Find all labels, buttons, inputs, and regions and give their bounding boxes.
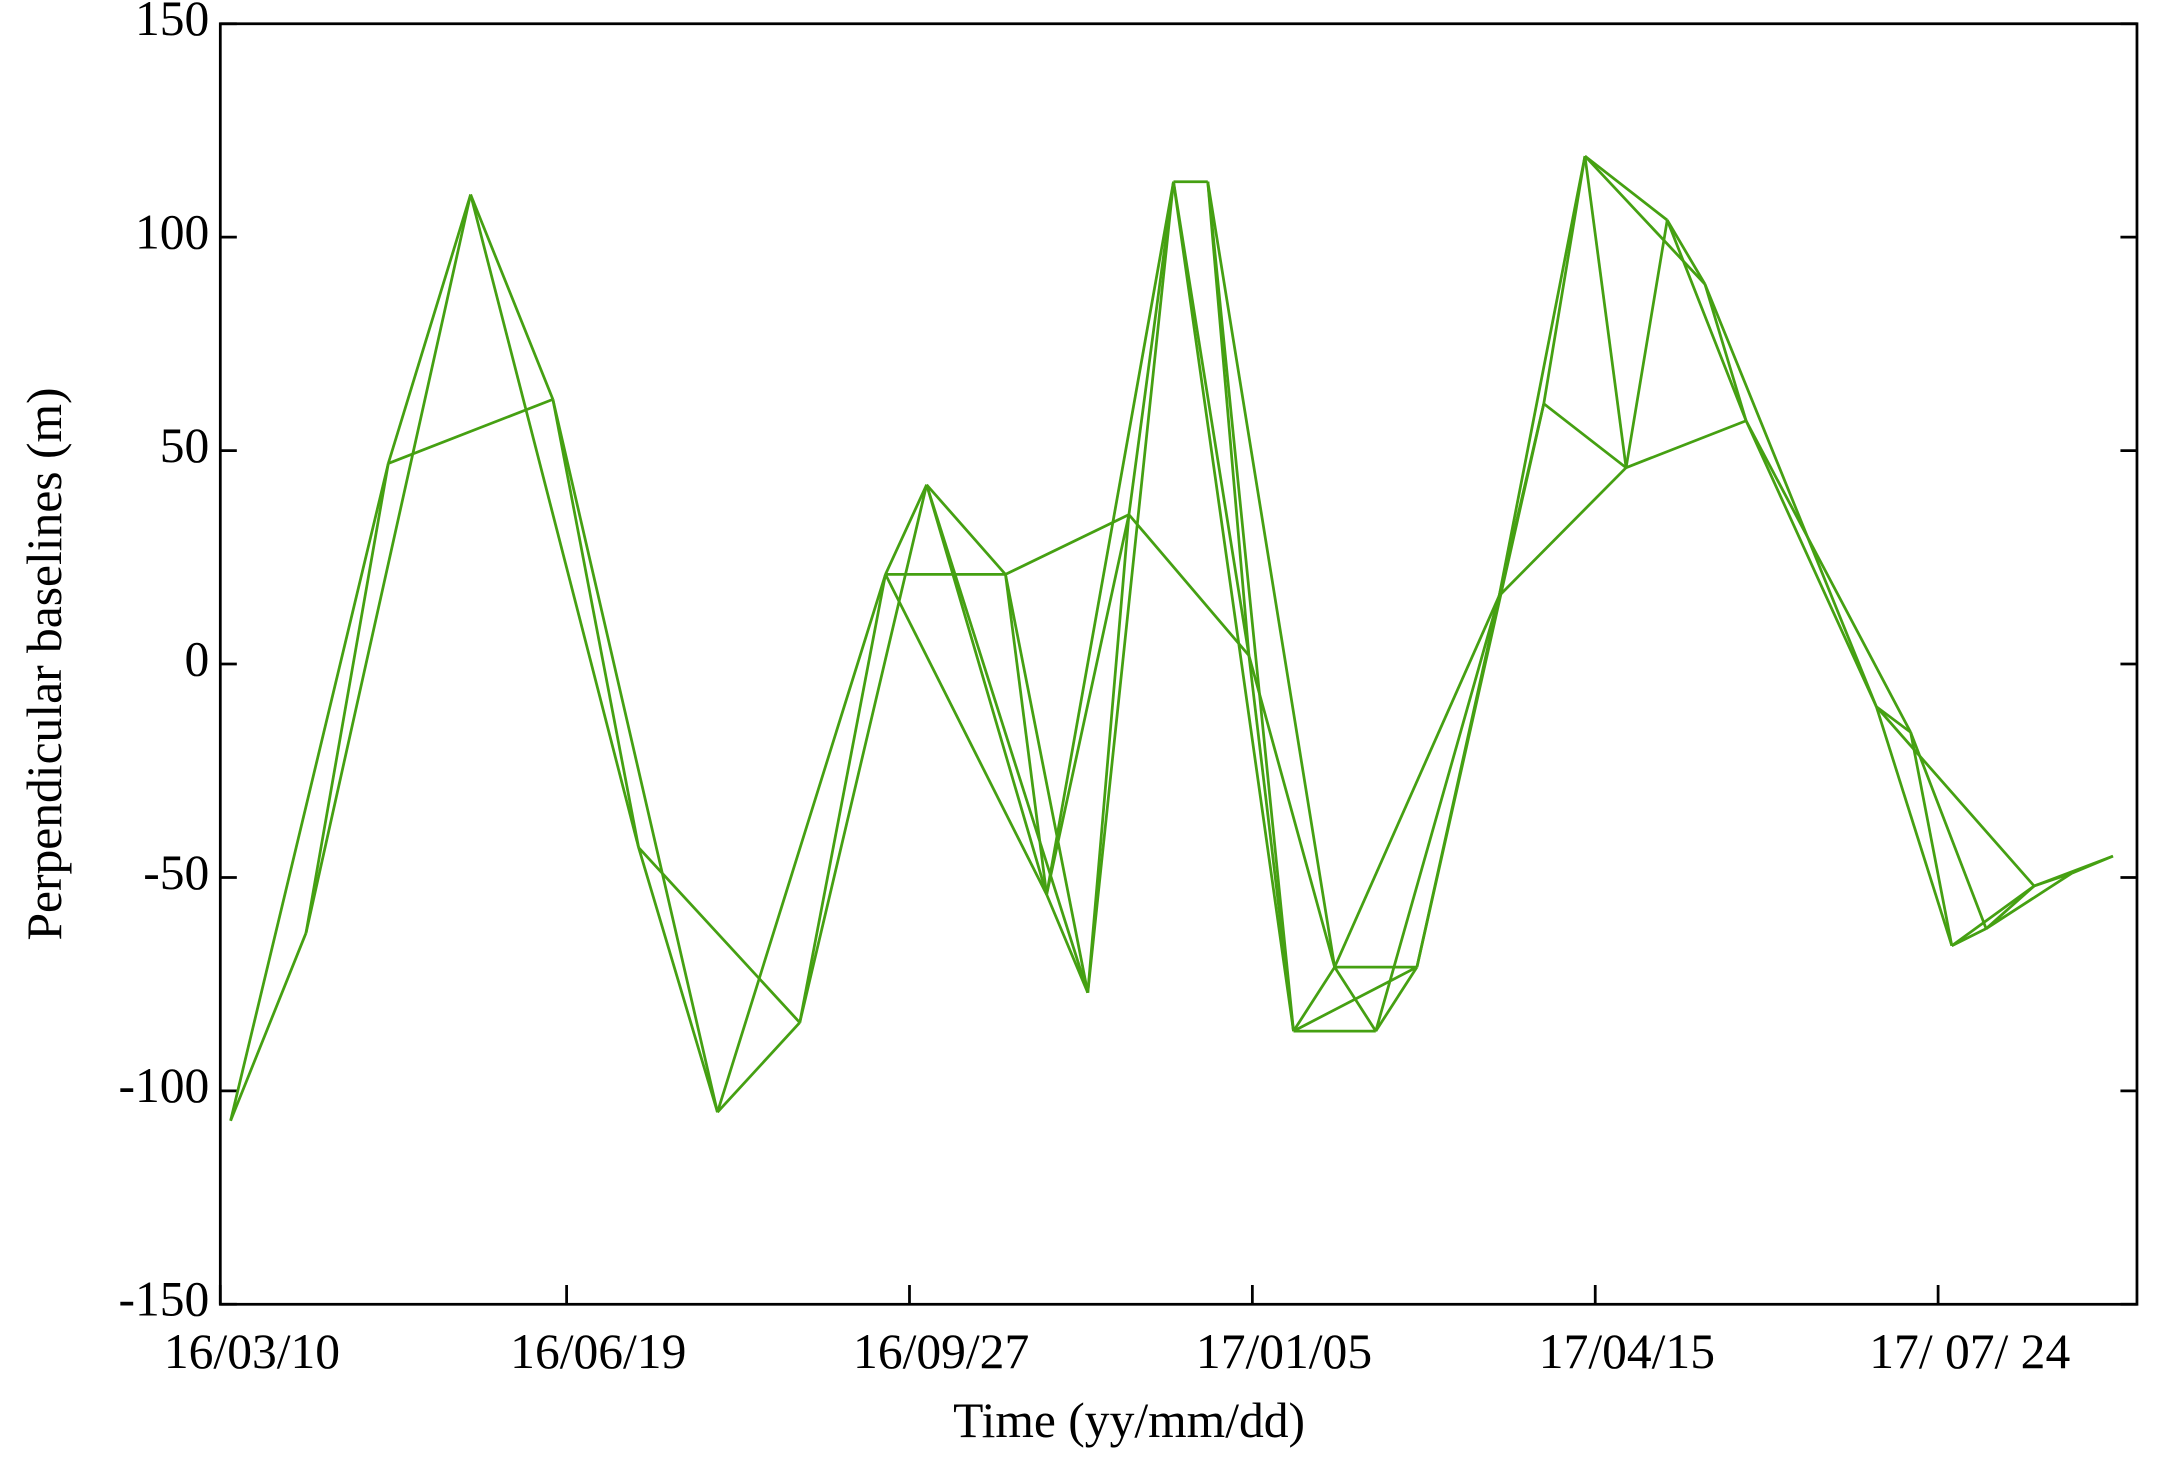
y-tick-label: 50 xyxy=(160,418,210,473)
baseline-pair xyxy=(1127,181,1175,515)
baseline-pair xyxy=(1247,655,1336,968)
baseline-pair xyxy=(1703,283,1878,708)
baseline-pair xyxy=(1584,154,1669,222)
baseline-pair xyxy=(1374,595,1501,1032)
baseline-pair xyxy=(798,574,887,1023)
baseline-pair xyxy=(716,573,887,1113)
baseline-pair xyxy=(1292,966,1336,1032)
baseline-pair xyxy=(386,194,472,464)
baseline-pair xyxy=(1045,514,1131,895)
baseline-pair xyxy=(1909,732,1954,947)
baseline-pair xyxy=(1086,181,1175,993)
baseline-pair xyxy=(1045,893,1090,994)
baseline-pair xyxy=(1004,574,1048,895)
baseline-pair xyxy=(1583,155,1706,286)
baseline-pair xyxy=(1086,514,1131,993)
baseline-pair xyxy=(925,484,1090,994)
baseline-pair xyxy=(1875,705,1912,734)
baseline-pair xyxy=(1542,402,1627,469)
baseline-pair xyxy=(716,1021,801,1114)
baseline-pair xyxy=(1665,219,1748,422)
baseline-pair xyxy=(1703,283,1748,422)
y-tick-label: 100 xyxy=(135,205,209,260)
x-tick-label: 17/01/05 xyxy=(1196,1324,1372,1379)
baseline-pair xyxy=(1875,705,2036,887)
baseline-pair xyxy=(2071,854,2114,875)
baseline-pair xyxy=(304,194,472,934)
baseline-pair xyxy=(884,484,928,575)
baseline-pair xyxy=(1374,966,1419,1032)
baseline-pair xyxy=(925,484,1048,895)
x-tick-label: 17/04/15 xyxy=(1539,1324,1715,1379)
baseline-pair xyxy=(1625,419,1747,469)
x-tick-label: 17/ 07/ 24 xyxy=(1869,1324,2070,1379)
y-tick-label: -150 xyxy=(118,1272,209,1327)
baseline-pair xyxy=(1206,181,1337,968)
baseline-pair xyxy=(1004,513,1130,576)
baseline-pair xyxy=(1333,966,1377,1032)
baseline-pair xyxy=(551,399,640,848)
baseline-pair xyxy=(925,483,1007,576)
baseline-pair xyxy=(551,399,719,1113)
baseline-pair xyxy=(229,932,308,1122)
baseline-pair xyxy=(1875,706,1954,947)
baseline-pair xyxy=(1497,155,1587,596)
baseline-pair xyxy=(637,846,801,1024)
baseline-pair xyxy=(1127,513,1250,657)
y-tick-label: 0 xyxy=(185,631,210,686)
baseline-pair xyxy=(1045,181,1175,895)
y-tick-label: 150 xyxy=(135,0,209,46)
y-axis-label: Perpendicular baselines (m) xyxy=(17,387,72,940)
x-axis-label: Time (yy/mm/dd) xyxy=(953,1393,1305,1448)
baseline-pair xyxy=(1744,420,1878,708)
x-tick-label: 16/03/10 xyxy=(164,1324,340,1379)
baseline-pair xyxy=(1909,731,1988,930)
baseline-pair xyxy=(229,463,390,1122)
baseline-pair xyxy=(798,484,928,1023)
baseline-pair xyxy=(1744,420,1912,733)
x-tick-label: 16/06/19 xyxy=(510,1324,686,1379)
y-tick-label: -50 xyxy=(143,845,209,900)
baseline-pair xyxy=(387,398,554,465)
y-tick-label: -100 xyxy=(118,1058,209,1113)
baseline-pair xyxy=(1333,595,1501,968)
baseline-pair xyxy=(1985,872,2073,930)
baseline-pair xyxy=(1206,181,1295,1032)
baseline-pair xyxy=(1004,574,1090,993)
baseline-pair xyxy=(1172,181,1251,656)
baseline-pair xyxy=(1666,219,1707,285)
baseline-pair xyxy=(1247,655,1295,1032)
baseline-pair xyxy=(637,847,719,1113)
baseline-pair xyxy=(1985,884,2036,930)
baseline-pair xyxy=(1498,466,1628,597)
baseline-pair xyxy=(469,194,640,848)
x-tick-label: 16/09/27 xyxy=(853,1324,1029,1379)
baseline-pair xyxy=(1172,181,1295,1032)
baseline-pair xyxy=(1951,884,2035,947)
baseline-pair xyxy=(884,573,1048,896)
baseline-pair xyxy=(1624,219,1669,468)
baseline-pair xyxy=(469,193,555,400)
baseline-pair xyxy=(1542,155,1587,404)
baseline-pair xyxy=(304,463,390,934)
baseline-pair xyxy=(1583,155,1628,468)
